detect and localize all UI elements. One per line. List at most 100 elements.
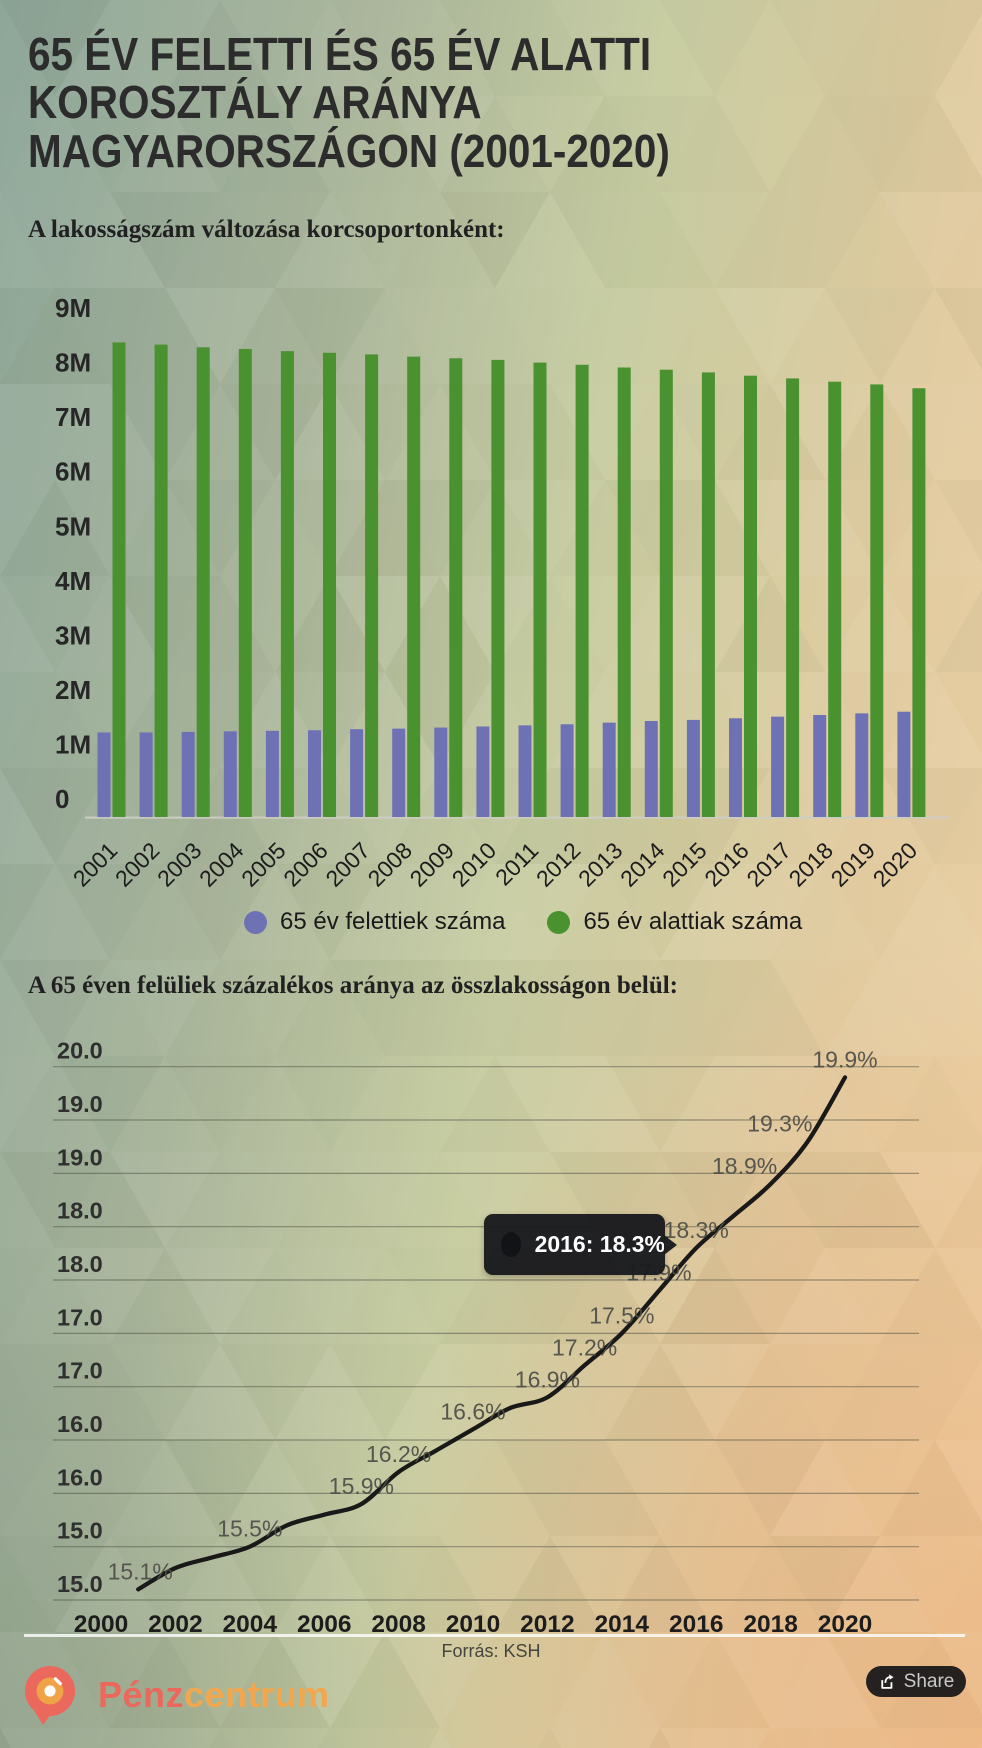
share-label: Share (903, 1670, 955, 1692)
bar-under65-2001[interactable] (112, 342, 126, 817)
bar-under65-2009[interactable] (449, 358, 463, 817)
bar-under65-2015[interactable] (701, 372, 715, 817)
bar-under65-2006[interactable] (323, 352, 336, 817)
pattern-triangle (660, 1248, 770, 1344)
pattern-triangle (385, 1344, 495, 1440)
bar-under65-2011[interactable] (533, 362, 547, 817)
bar-over65-2002[interactable] (139, 732, 153, 817)
bar-x-tick-label: 2011 (490, 837, 543, 890)
bar-over65-2015[interactable] (686, 719, 700, 817)
pattern-triangle (660, 1728, 770, 1748)
bar-over65-2018[interactable] (813, 714, 827, 817)
pattern-triangle (330, 864, 440, 960)
line-x-tick-label: 2006 (297, 1611, 352, 1638)
bar-over65-2008[interactable] (392, 728, 406, 817)
pattern-triangle (0, 576, 55, 672)
line-y-tick-label: 17.0 (57, 1304, 103, 1330)
line-x-tick-label: 2012 (520, 1611, 575, 1638)
pattern-triangle (0, 384, 55, 480)
bar-under65-2004[interactable] (238, 348, 252, 817)
line-point-label-2004: 15.5% (217, 1516, 282, 1542)
bar-x-tick-label: 2015 (657, 837, 712, 892)
brand-part-2: centrum (184, 1674, 330, 1715)
line-point-label-2020: 19.9% (812, 1046, 877, 1072)
bar-under65-2003[interactable] (196, 347, 210, 817)
bar-under65-2014[interactable] (659, 369, 673, 817)
pattern-triangle (275, 1344, 385, 1440)
legend-item-over65[interactable]: 65 év felettiek száma (244, 908, 505, 936)
legend-label-under65: 65 év alattiak száma (583, 908, 803, 935)
bar-under65-2008[interactable] (407, 356, 421, 817)
bar-under65-2012[interactable] (575, 364, 589, 817)
bar-over65-2005[interactable] (265, 730, 279, 817)
bar-over65-2016[interactable] (729, 718, 742, 817)
pattern-triangle (715, 288, 825, 384)
share-button[interactable]: Share (866, 1666, 966, 1697)
bar-over65-2011[interactable] (518, 725, 532, 817)
bar-over65-2017[interactable] (771, 716, 785, 817)
pattern-triangle (428, 1728, 452, 1748)
pattern-triangle (0, 288, 110, 384)
bar-over65-2019[interactable] (855, 713, 869, 817)
bar-under65-2002[interactable] (154, 344, 168, 817)
bar-over65-2004[interactable] (223, 731, 237, 817)
bar-y-tick-label: 4M (55, 566, 91, 596)
line-point-label-2010: 16.6% (440, 1398, 505, 1424)
population-bar-chart[interactable]: 01M2M3M4M5M6M7M8M9M200120022003200420052… (55, 293, 950, 892)
bar-under65-2020[interactable] (912, 388, 926, 817)
pattern-triangle (220, 864, 330, 960)
bar-over65-2012[interactable] (560, 724, 574, 817)
pattern-triangle (0, 960, 55, 1056)
bar-over65-2009[interactable] (434, 727, 448, 817)
bar-y-tick-label: 2M (55, 675, 91, 705)
bar-over65-2020[interactable] (897, 711, 911, 817)
line-y-tick-label: 19.0 (57, 1144, 103, 1170)
legend-item-under65[interactable]: 65 év alattiak száma (547, 908, 802, 936)
pattern-triangle (880, 384, 982, 480)
pattern-triangle (0, 1056, 55, 1152)
pattern-triangle (0, 192, 55, 288)
bar-under65-2017[interactable] (786, 378, 800, 817)
bar-axis-line (85, 816, 950, 819)
bar-under65-2007[interactable] (365, 354, 379, 817)
pattern-triangle (825, 1152, 935, 1248)
line-point-label-2018: 18.9% (712, 1153, 777, 1179)
bar-under65-2005[interactable] (280, 351, 294, 817)
pattern-triangle (55, 192, 165, 288)
bar-over65-2006[interactable] (308, 730, 321, 817)
bar-over65-2013[interactable] (602, 722, 616, 817)
line-x-tick-label: 2004 (223, 1611, 278, 1638)
section-1-heading: A lakosságszám változása korcsoportonkén… (28, 216, 505, 243)
line-point-label-2013: 17.2% (552, 1334, 617, 1360)
bar-under65-2016[interactable] (744, 375, 757, 817)
bar-chart-legend: 65 év felettiek száma 65 év alattiak szá… (244, 908, 802, 936)
line-y-tick-label: 17.0 (57, 1358, 103, 1384)
pattern-triangle (935, 397, 982, 480)
pattern-triangle (770, 1632, 880, 1728)
page-title: 65 ÉV FELETTI ÉS 65 ÉV ALATTI KOROSZTÁLY… (28, 30, 670, 175)
pattern-triangle (385, 864, 495, 960)
over65-share-line-chart[interactable]: 20.0 19.0 19.0 18.0 18.0 17.0 17.0 16.0 16.0 15.0… (53, 1038, 919, 1638)
pattern-triangle (110, 960, 220, 1056)
bar-over65-2010[interactable] (476, 726, 490, 817)
line-x-tick-label: 2016 (669, 1611, 724, 1638)
line-y-tick-label: 18.0 (57, 1198, 103, 1224)
bar-over65-2007[interactable] (350, 729, 364, 817)
bar-under65-2018[interactable] (828, 381, 842, 817)
penzcentrum-logo[interactable]: Pénzcentrum (22, 1664, 330, 1726)
bar-x-tick-label: 2016 (699, 837, 754, 892)
bar-under65-2013[interactable] (617, 367, 631, 817)
pattern-triangle (825, 960, 935, 1056)
bar-under65-2019[interactable] (870, 384, 884, 817)
over65-share-line[interactable] (136, 1075, 848, 1592)
bar-over65-2003[interactable] (181, 731, 195, 817)
bar-under65-2010[interactable] (491, 359, 505, 817)
pattern-triangle (880, 960, 982, 1056)
bar-over65-2001[interactable] (97, 732, 111, 817)
bar-over65-2014[interactable] (644, 720, 658, 817)
pattern-triangle (770, 1248, 880, 1344)
bar-y-tick-label: 7M (55, 402, 91, 432)
line-y-tick-label: 16.0 (57, 1411, 103, 1437)
